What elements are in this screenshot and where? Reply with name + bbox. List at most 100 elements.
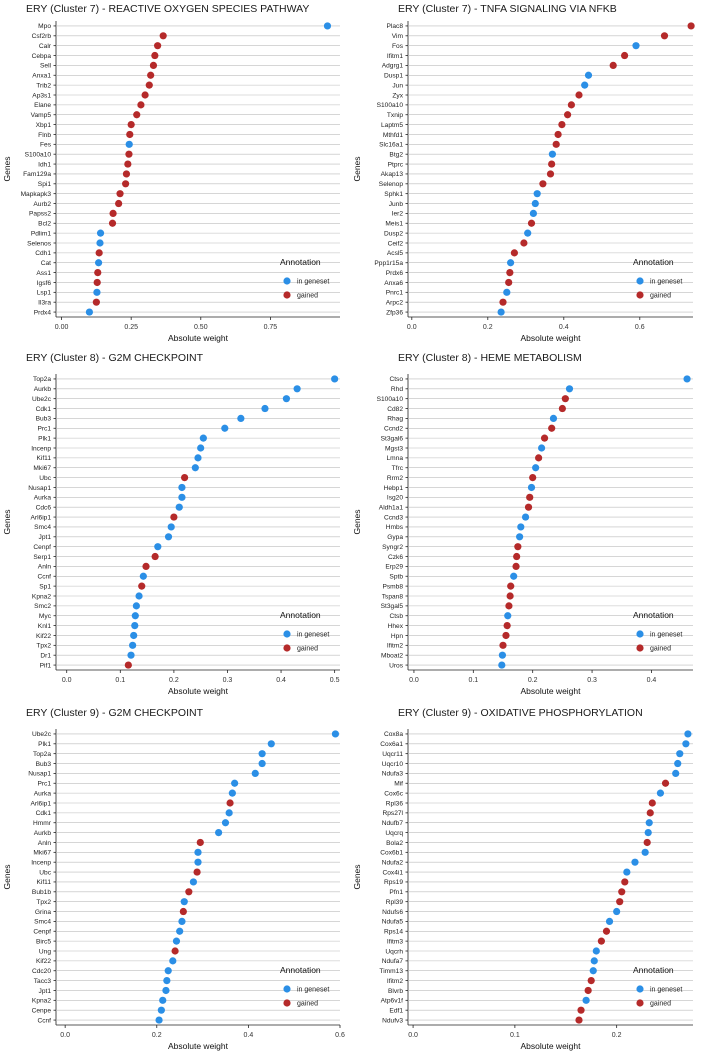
data-point (602, 927, 611, 935)
gene-label: Cox6b1 (380, 850, 403, 857)
x-tick-label: 0.0 (60, 1032, 70, 1039)
data-point (546, 170, 555, 178)
chart-title: ERY (Cluster 8) - HEME METABOLISM (398, 352, 582, 364)
gene-label: Ndufa2 (382, 860, 404, 867)
gene-label: Ndufa7 (382, 958, 404, 965)
data-point (175, 503, 183, 511)
gene-label: St3gal6 (381, 435, 404, 442)
data-point (499, 298, 507, 306)
data-point (644, 829, 652, 837)
data-point (632, 42, 640, 50)
data-point (503, 288, 511, 296)
gene-label: Top2a (33, 751, 51, 758)
data-point (164, 967, 172, 975)
gene-label: Prc1 (37, 426, 51, 433)
gene-label: Cdk1 (36, 810, 52, 817)
data-point (154, 42, 162, 50)
data-point (149, 61, 158, 69)
data-point (503, 622, 511, 630)
x-tick-label: 0.75 (264, 324, 278, 331)
legend-label: gained (297, 293, 318, 300)
chart-panel-4: ERY (Cluster 8) - HEME METABOLISM 0.0 0.1… (350, 345, 701, 699)
gene-label: Kpna2 (32, 998, 51, 1005)
gene-label: Ndufv3 (382, 1017, 403, 1024)
x-tick-label: 0.2 (612, 1032, 622, 1039)
data-point (194, 858, 202, 866)
data-point (185, 888, 193, 896)
gene-label: Hmbs (386, 524, 404, 531)
gene-label: Cox6a1 (380, 741, 403, 748)
data-point (126, 130, 134, 139)
gene-label: Rps14 (384, 929, 403, 936)
data-point (577, 1006, 585, 1014)
gene-label: Isg20 (387, 495, 403, 502)
data-point (561, 395, 569, 403)
gene-label: Jun (392, 82, 403, 89)
data-point (505, 278, 513, 287)
data-point (605, 917, 614, 925)
gene-label: Fes (40, 142, 52, 149)
gene-label: Meis1 (385, 221, 403, 228)
data-point (169, 957, 177, 965)
x-tick-label: 0.2 (528, 677, 538, 684)
data-point (178, 493, 186, 501)
gene-label: Grina (35, 909, 51, 916)
data-point (159, 32, 167, 40)
gene-label: Bola2 (386, 840, 403, 847)
gene-label: Lsp1 (37, 290, 52, 297)
data-point (197, 444, 205, 452)
data-point (142, 562, 150, 570)
x-tick-label: 0.4 (647, 677, 657, 684)
x-axis-title: Absolute weight (520, 1041, 581, 1051)
gene-label: Myc (39, 613, 52, 620)
gene-label: Cenpf (33, 929, 51, 936)
gene-label: Incenp (31, 445, 51, 452)
data-point (582, 996, 590, 1004)
legend-label: gained (297, 1001, 318, 1008)
data-point (533, 190, 541, 198)
gene-label: Cox4i1 (382, 869, 403, 876)
x-tick-label: 0.50 (194, 324, 208, 331)
legend-marker (636, 999, 644, 1007)
gene-label: Ppp1r15a (374, 260, 403, 267)
gene-label: Aurkb (34, 386, 52, 393)
x-tick-label: 0.2 (152, 1032, 162, 1039)
chart-title: ERY (Cluster 8) - G2M CHECKPOINT (26, 352, 203, 364)
data-point (621, 878, 629, 886)
gene-label: S100a10 (25, 152, 52, 159)
data-point (510, 249, 518, 257)
data-point (131, 622, 139, 630)
x-axis-title: Absolute weight (520, 333, 581, 343)
data-point (159, 996, 167, 1004)
gene-label: Rpl39 (386, 899, 404, 906)
data-point (581, 81, 589, 89)
gene-label: Smc2 (34, 603, 51, 610)
data-point (589, 967, 597, 975)
data-point (549, 414, 558, 422)
gene-label: Ptprc (388, 161, 404, 168)
gene-label: Aldh1a1 (379, 505, 404, 512)
data-point (108, 219, 117, 227)
gene-label: Cdh1 (35, 250, 51, 257)
gene-label: Edf1 (389, 1008, 403, 1015)
data-point (95, 249, 103, 257)
gene-label: Cox8a (384, 731, 403, 738)
data-point (139, 572, 147, 580)
gene-label: Cdc6 (36, 505, 52, 512)
gene-label: Bub3 (36, 761, 52, 768)
data-point (135, 592, 143, 600)
gene-label: Ubc (39, 869, 51, 876)
gene-label: Mthfd1 (383, 132, 403, 139)
gene-label: Uqcrq (385, 830, 403, 837)
data-point (196, 838, 204, 847)
gene-label: Selenos (27, 240, 52, 247)
legend-marker (283, 291, 291, 299)
x-tick-label: 0.5 (330, 677, 340, 684)
gene-label: Ceif2 (388, 240, 404, 247)
gene-label: Slc16a1 (379, 142, 403, 149)
data-point (498, 651, 507, 659)
gene-label: Syngr2 (382, 544, 403, 551)
gene-label: Rps27l (382, 810, 403, 817)
y-axis-title: Genes (2, 156, 12, 181)
data-point (535, 454, 543, 462)
